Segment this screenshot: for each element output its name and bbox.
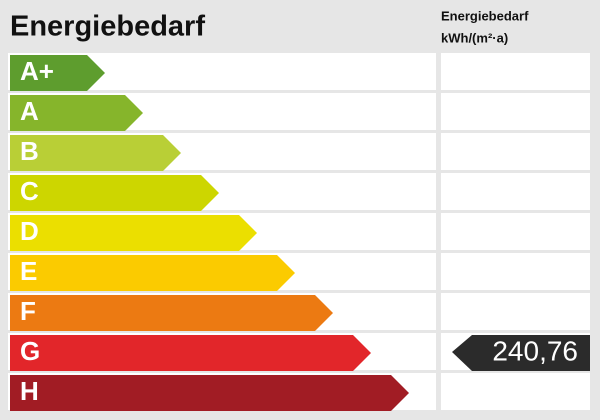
class-label: A [20,96,39,126]
column-header: kWh/(m²·a) [441,30,508,45]
column-header: Energiebedarf [441,8,529,23]
value-box [441,373,590,410]
class-label: D [20,216,39,246]
value-label: 240,76 [492,335,578,366]
class-label: H [20,376,39,406]
value-box [441,253,590,290]
class-arrow [10,255,295,291]
value-box [441,173,590,210]
class-label: A+ [20,56,54,86]
class-label: C [20,176,39,206]
class-arrow [10,295,333,331]
title: Energiebedarf [10,11,205,43]
value-box [441,133,590,170]
class-arrow [10,335,371,371]
class-arrow [10,215,257,251]
class-arrow [10,55,105,91]
class-label: F [20,296,36,326]
class-label: E [20,256,37,286]
class-label: B [20,136,39,166]
value-box [441,293,590,330]
value-box [441,53,590,90]
value-pointer [452,335,590,371]
class-arrow [10,375,409,411]
value-box [441,93,590,130]
value-box [441,213,590,250]
class-arrow [10,135,181,171]
class-label: G [20,336,40,366]
class-arrow [10,95,143,131]
class-arrow [10,175,219,211]
